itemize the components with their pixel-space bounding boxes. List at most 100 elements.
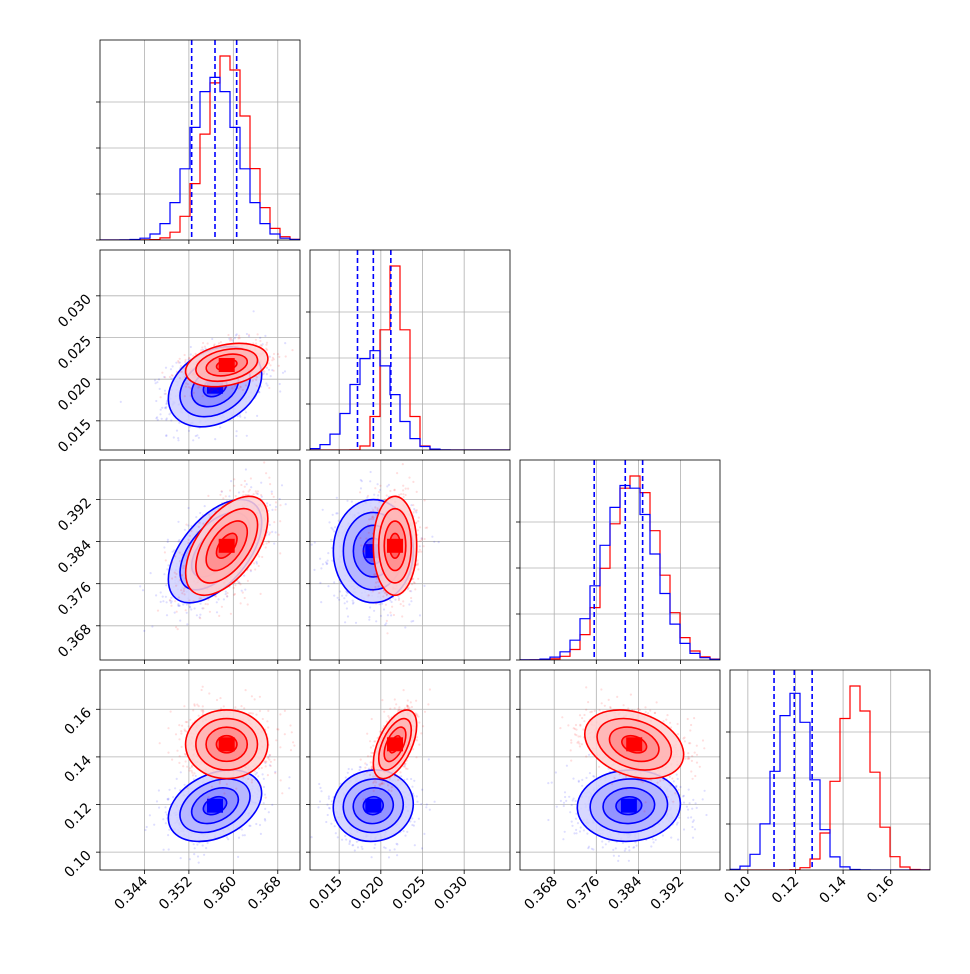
scatter-point (245, 468, 247, 470)
scatter-point (184, 354, 186, 356)
scatter-point (248, 490, 250, 492)
scatter-point (278, 534, 280, 536)
scatter-point (281, 484, 283, 486)
scatter-point (184, 395, 186, 397)
scatter-point (165, 435, 167, 437)
scatter-point (164, 407, 166, 409)
scatter-point (217, 390, 219, 392)
scatter-point (184, 587, 186, 589)
scatter-point (333, 595, 335, 597)
scatter-point (186, 612, 188, 614)
scatter-point (378, 491, 380, 493)
scatter-point (269, 356, 271, 358)
scatter-point (202, 516, 204, 518)
scatter-point (202, 395, 204, 397)
scatter-point (352, 600, 354, 602)
scatter-point (380, 615, 382, 617)
scatter-point (244, 480, 246, 482)
scatter-point (190, 608, 192, 610)
scatter-point (269, 524, 271, 526)
scatter-point (185, 386, 187, 388)
scatter-point (273, 370, 275, 372)
scatter-point (161, 372, 163, 374)
scatter-point (325, 561, 327, 563)
scatter-point (178, 605, 180, 607)
scatter-point (192, 439, 194, 441)
scatter-point (207, 597, 209, 599)
scatter-point (266, 367, 268, 369)
scatter-point (174, 555, 176, 557)
scatter-point (275, 501, 277, 503)
scatter-point (176, 430, 178, 432)
scatter-point (185, 524, 187, 526)
scatter-point (291, 349, 293, 351)
scatter-point (279, 498, 281, 500)
scatter-point (253, 562, 255, 564)
scatter-point (346, 607, 348, 609)
scatter-point (204, 505, 206, 507)
scatter-point (202, 607, 204, 609)
scatter-point (377, 498, 379, 500)
y-tick-label: 0.015 (55, 416, 95, 456)
scatter-point (238, 581, 240, 583)
scatter-point (215, 595, 217, 597)
scatter-point (160, 591, 162, 593)
scatter-point (185, 359, 187, 361)
scatter-point (185, 609, 187, 611)
scatter-point (195, 435, 197, 437)
scatter-point (198, 522, 200, 524)
scatter-point (255, 339, 257, 341)
scatter-point (275, 506, 277, 508)
scatter-point (150, 572, 152, 574)
scatter-point (241, 590, 243, 592)
scatter-point (216, 611, 218, 613)
scatter-point (261, 373, 263, 375)
scatter-point (334, 526, 336, 528)
scatter-point (214, 343, 216, 345)
scatter-point (185, 382, 187, 384)
scatter-point (120, 401, 122, 403)
scatter-point (181, 368, 183, 370)
scatter-point (207, 342, 209, 344)
scatter-point (252, 379, 254, 381)
scatter-point (174, 600, 176, 602)
scatter-point (341, 595, 343, 597)
scatter-point (383, 608, 385, 610)
scatter-point (240, 484, 242, 486)
scatter-point (230, 480, 232, 482)
scatter-point (214, 438, 216, 440)
scatter-point (255, 490, 257, 492)
scatter-point (246, 483, 248, 485)
scatter-point (151, 625, 153, 627)
scatter-point (180, 589, 182, 591)
scatter-point (369, 576, 371, 578)
scatter-point (419, 545, 421, 547)
scatter-point (332, 514, 334, 516)
scatter-point (201, 346, 203, 348)
scatter-point (172, 365, 174, 367)
scatter-point (173, 436, 175, 438)
scatter-point (236, 333, 238, 335)
scatter-point (184, 593, 186, 595)
scatter-point (175, 585, 177, 587)
scatter-point (271, 493, 273, 495)
scatter-point (264, 335, 266, 337)
scatter-point (229, 339, 231, 341)
scatter-point (271, 509, 273, 511)
scatter-point (279, 504, 281, 506)
scatter-point (402, 493, 404, 495)
scatter-point (268, 369, 270, 371)
scatter-point (157, 419, 159, 421)
scatter-point (373, 494, 375, 496)
scatter-point (265, 344, 267, 346)
scatter-point (266, 373, 268, 375)
y-tick-label: 0.368 (55, 621, 95, 661)
scatter-point (157, 610, 159, 612)
scatter-point (330, 539, 332, 541)
scatter-point (367, 495, 369, 497)
scatter-point (279, 383, 281, 385)
scatter-point (162, 596, 164, 598)
scatter-point (178, 596, 180, 598)
scatter-point (255, 343, 257, 345)
scatter-point (234, 584, 236, 586)
